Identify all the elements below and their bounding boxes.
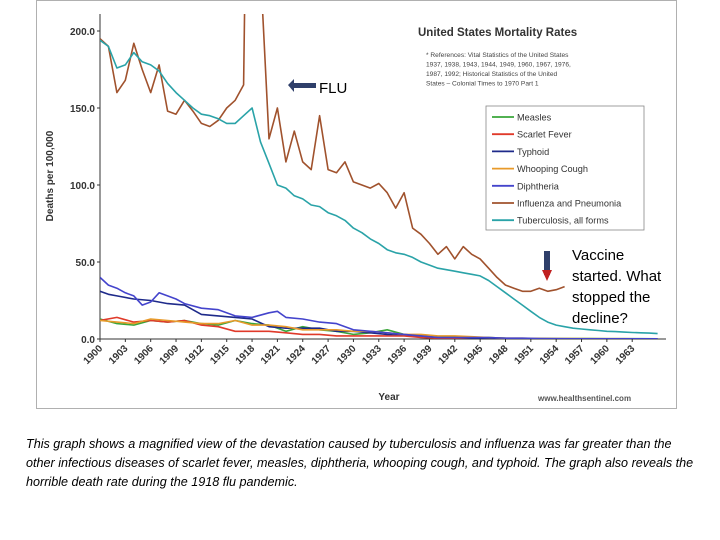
x-axis-label: Year xyxy=(378,392,399,403)
flu-label: FLU xyxy=(319,80,347,97)
vaccine-line-2: started. What xyxy=(572,268,662,285)
legend-label: Diphtheria xyxy=(517,181,560,191)
vaccine-line-3: stopped the xyxy=(572,289,650,306)
reference-line: 1987, 1992; Historical Statistics of the… xyxy=(426,71,558,78)
y-tick-label: 200.0 xyxy=(70,27,95,38)
y-tick-label: 0.0 xyxy=(81,335,95,346)
figure-caption: This graph shows a magnified view of the… xyxy=(26,437,694,489)
y-tick-label: 100.0 xyxy=(70,181,95,192)
legend-label: Measles xyxy=(517,113,552,123)
series-lines xyxy=(100,14,658,339)
reference-line: States – Colonial Times to 1970 Part 1 xyxy=(426,81,539,88)
vaccine-arrow-shaft xyxy=(544,251,550,275)
series-line xyxy=(100,276,658,339)
vaccine-line-1: Vaccine xyxy=(572,247,624,264)
series-line xyxy=(100,39,658,335)
references-block: * References: Vital Statistics of the Un… xyxy=(426,52,571,88)
flu-arrow-icon xyxy=(288,79,316,92)
legend-label: Typhoid xyxy=(517,147,549,157)
legend-label: Tuberculosis, all forms xyxy=(517,216,609,226)
source-label: www.healthsentinel.com xyxy=(537,394,631,403)
legend-label: Scarlet Fever xyxy=(517,130,572,140)
legend-label: Whooping Cough xyxy=(517,164,588,174)
reference-line: 1937, 1938, 1943, 1944, 1949, 1960, 1967… xyxy=(426,62,571,69)
series-line xyxy=(100,14,565,293)
y-tick-label: 150.0 xyxy=(70,104,95,115)
flu-annotation: FLU xyxy=(288,79,347,97)
chart-legend: Measles Scarlet Fever Typhoid Whooping Coug… xyxy=(485,105,645,231)
vaccine-line-4: decline? xyxy=(572,310,628,327)
reference-line: * References: Vital Statistics of the Un… xyxy=(426,52,569,59)
chart-title: United States Mortality Rates xyxy=(418,27,577,39)
y-tick-label: 50.0 xyxy=(76,258,96,269)
vaccine-annotation: Vaccine started. What stopped the declin… xyxy=(542,247,662,327)
legend-label: Influenza and Pneumonia xyxy=(517,199,622,209)
y-axis-label: Deaths per 100,000 xyxy=(45,130,56,221)
chart-frame xyxy=(36,0,677,409)
vaccine-arrow-icon xyxy=(542,270,552,281)
